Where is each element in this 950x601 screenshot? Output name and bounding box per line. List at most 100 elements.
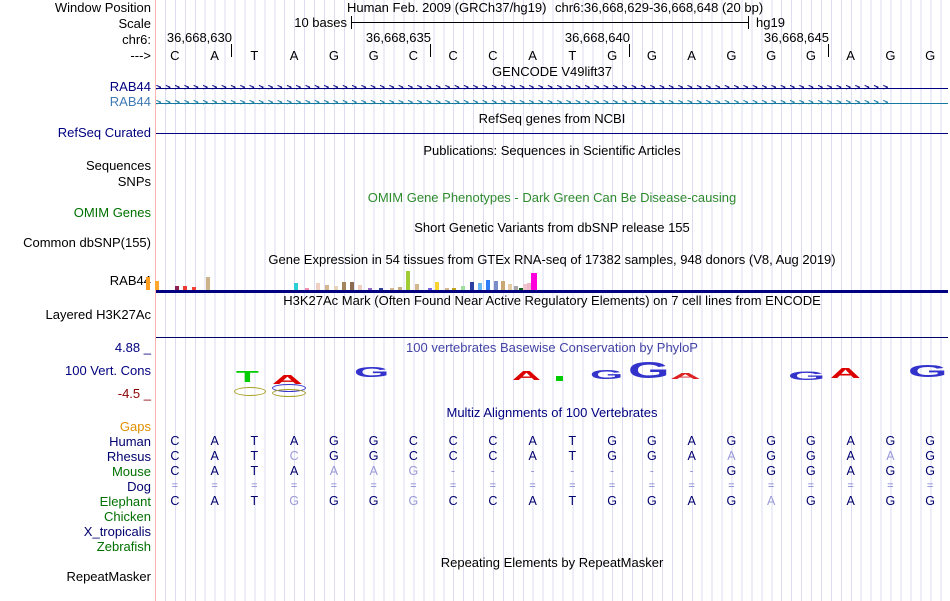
gtex-tissue-bar[interactable]	[406, 271, 410, 290]
gtex-tissue-bar[interactable]	[494, 281, 498, 290]
gtex-tissue-bar[interactable]	[206, 277, 210, 290]
track-label-rab44-gtex[interactable]: RAB44	[109, 273, 151, 288]
gtex-tissue-bar[interactable]	[445, 288, 449, 290]
gtex-tissue-bar[interactable]	[478, 283, 482, 290]
gene-line-rab44-transcript-2[interactable]: >>>>>>>>>>>>>>>>>>>>>>>>>>>>>>>>>>>>>>>>…	[156, 99, 948, 108]
gtex-tissue-bar[interactable]	[379, 288, 383, 290]
gtex-tissue-bar[interactable]	[305, 288, 309, 290]
gtex-tissue-bar[interactable]	[294, 283, 298, 290]
gtex-tissue-bar[interactable]	[398, 287, 402, 290]
refseq-curated-gene-line[interactable]	[156, 133, 948, 134]
ruler-base: G	[607, 48, 618, 63]
track-label-common-dbsnp[interactable]: Common dbSNP(155)	[23, 235, 151, 250]
align-base: G	[368, 494, 379, 508]
gtex-tissue-bar[interactable]	[527, 283, 531, 290]
track-label-snps[interactable]: SNPs	[117, 174, 151, 189]
ruler-base: A	[210, 48, 219, 63]
align-base: =	[569, 480, 576, 492]
track-label-refseq-curated[interactable]: RefSeq Curated	[57, 125, 151, 140]
gtex-tissue-bar[interactable]	[325, 285, 329, 290]
align-base: G	[408, 464, 419, 478]
gtex-tissue-bar[interactable]	[175, 286, 179, 290]
align-base: A	[687, 434, 696, 448]
gtex-tissue-bar[interactable]	[192, 287, 196, 290]
gtex-tissue-bar[interactable]	[514, 286, 518, 290]
track-label-align-chicken[interactable]: Chicken	[104, 509, 151, 524]
gene-line-rab44-transcript-1[interactable]: >>>>>>>>>>>>>>>>>>>>>>>>>>>>>>>>>>>>>>>>…	[156, 84, 948, 93]
gtex-tissue-bar[interactable]	[461, 286, 465, 290]
gtex-tissue-bar[interactable]	[519, 288, 523, 290]
gtex-tissue-bar[interactable]	[146, 277, 150, 290]
track-label-layered-h3k27ac[interactable]: Layered H3K27Ac	[45, 307, 151, 322]
track-label-rab44-gene-1[interactable]: RAB44	[109, 79, 151, 94]
align-base: C	[289, 449, 299, 463]
track-label-cons-max[interactable]: 4.88 _	[114, 340, 151, 355]
track-label-rab44-gene-2[interactable]: RAB44	[109, 94, 151, 109]
position-title: chr6:36,668,629-36,668,648 (20 bp)	[555, 0, 764, 15]
gtex-tissue-bar[interactable]	[415, 284, 419, 290]
track-label-direction-arrow[interactable]: --->	[130, 48, 151, 63]
logo-ellipse-glyph	[234, 387, 266, 396]
gtex-tissue-bar[interactable]	[508, 284, 512, 290]
gtex-tissue-bar[interactable]	[390, 288, 394, 290]
gtex-tissue-bar[interactable]	[531, 273, 537, 290]
gtex-tissue-bar[interactable]	[368, 288, 372, 290]
gtex-tissue-bar[interactable]	[470, 282, 474, 290]
track-label-align-elephant[interactable]: Elephant	[99, 494, 151, 509]
align-base: -	[490, 464, 495, 478]
ruler-base: G	[328, 48, 339, 63]
track-label-align-human[interactable]: Human	[109, 434, 151, 449]
align-base: A	[846, 449, 855, 463]
align-base: -	[570, 464, 575, 478]
align-base: G	[607, 494, 617, 508]
align-base: G	[647, 494, 657, 508]
logo-letter-A: A	[272, 372, 303, 388]
gtex-tissue-bar[interactable]	[350, 282, 354, 290]
gtex-gene-model-line[interactable]	[156, 290, 948, 293]
align-base: G	[806, 449, 816, 463]
track-label-cons-label[interactable]: 100 Vert. Cons	[65, 363, 151, 378]
track-label-align-gaps[interactable]: Gaps	[119, 419, 151, 434]
align-base: A	[727, 449, 736, 463]
align-base: G	[925, 464, 935, 478]
track-label-align-dog[interactable]: Dog	[127, 479, 151, 494]
align-base: C	[488, 434, 498, 448]
track-label-align-mouse[interactable]: Mouse	[111, 464, 151, 479]
track-label-repeatmasker[interactable]: RepeatMasker	[66, 569, 151, 584]
track-label-sequences[interactable]: Sequences	[85, 158, 151, 173]
ruler-base: A	[687, 48, 696, 63]
gtex-tissue-bar[interactable]	[428, 288, 432, 290]
gtex-tissue-bar[interactable]	[342, 282, 346, 290]
gtex-tissue-bar[interactable]	[486, 280, 490, 290]
gtex-tissue-bar[interactable]	[358, 285, 362, 290]
align-base: C	[170, 449, 180, 463]
track-label-align-rhesus[interactable]: Rhesus	[106, 449, 151, 464]
gtex-tissue-bar[interactable]	[452, 288, 456, 290]
gtex-tissue-bar[interactable]	[523, 284, 527, 290]
ruler-base: C	[170, 48, 180, 63]
gene-line	[156, 88, 948, 89]
align-base: C	[408, 434, 418, 448]
track-title-publications: Publications: Sequences in Scientific Ar…	[423, 143, 681, 158]
gtex-tissue-bar[interactable]	[183, 286, 187, 290]
track-label-align-zebrafish[interactable]: Zebrafish	[96, 539, 151, 554]
track-label-align-x-tropicalis[interactable]: X_tropicalis	[83, 524, 151, 539]
track-label-cons-min[interactable]: -4.5 _	[117, 386, 151, 401]
align-base: G	[925, 434, 935, 448]
align-base: A	[289, 434, 299, 448]
h3k27ac-baseline[interactable]	[156, 337, 948, 338]
track-label-omim-genes[interactable]: OMIM Genes	[73, 205, 151, 220]
ruler-base: G	[646, 48, 657, 63]
gtex-tissue-bar[interactable]	[155, 281, 159, 290]
track-label-chrom[interactable]: chr6:	[122, 32, 151, 47]
gtex-tissue-bar[interactable]	[334, 286, 338, 290]
align-base: =	[688, 480, 695, 492]
align-base: G	[607, 434, 617, 448]
track-label-scale[interactable]: Scale	[118, 16, 151, 31]
gtex-tissue-bar[interactable]	[316, 283, 320, 290]
gtex-tissue-bar[interactable]	[435, 282, 439, 290]
track-label-window-position[interactable]: Window Position	[54, 0, 151, 15]
ruler-base: G	[925, 48, 936, 63]
gtex-tissue-bar[interactable]	[501, 281, 505, 290]
align-base: A	[528, 494, 537, 508]
